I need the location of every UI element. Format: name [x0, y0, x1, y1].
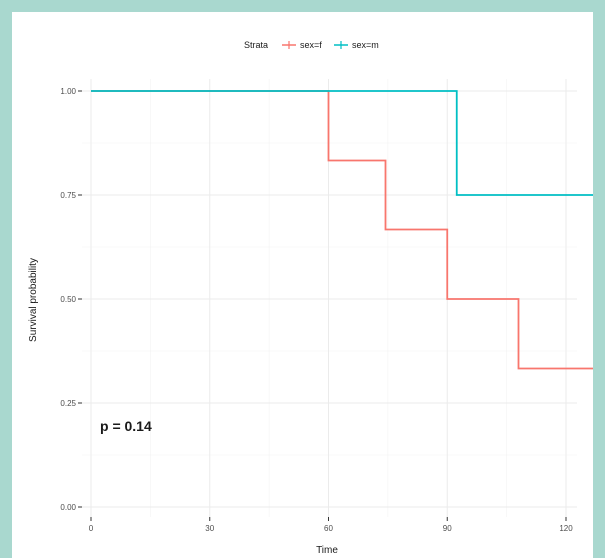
x-tick-label: 0 — [89, 524, 94, 533]
survival-curves — [91, 90, 593, 370]
legend-title: Strata — [244, 40, 268, 50]
x-tick-label: 30 — [205, 524, 214, 533]
x-axis-title: Time — [316, 545, 338, 556]
x-tick-label: 60 — [324, 524, 333, 533]
survival-curve-m — [91, 90, 593, 196]
chart-panel: 0 30 60 90 120 0.00 0.25 0.50 0.75 1.00 Strata se… — [12, 12, 593, 558]
survival-chart: 0 30 60 90 120 0.00 0.25 0.50 0.75 1.00 Strata se… — [28, 40, 593, 556]
y-axis-title: Survival probability — [28, 258, 39, 342]
y-tick-label: 1.00 — [60, 87, 76, 96]
y-tick-label: 0.50 — [60, 295, 76, 304]
legend-label-m: sex=m — [352, 40, 379, 50]
survival-curve-f — [91, 90, 593, 370]
axes: 0 30 60 90 120 0.00 0.25 0.50 0.75 1.00 — [60, 87, 573, 533]
x-tick-label: 120 — [559, 524, 573, 533]
y-tick-label: 0.25 — [60, 399, 76, 408]
y-tick-label: 0.00 — [60, 503, 76, 512]
x-tick-label: 90 — [443, 524, 452, 533]
legend: Strata sex=f sex=m — [244, 40, 379, 50]
legend-label-f: sex=f — [300, 40, 322, 50]
p-value-annotation: p = 0.14 — [100, 418, 152, 434]
grid — [82, 79, 577, 517]
y-tick-label: 0.75 — [60, 191, 76, 200]
